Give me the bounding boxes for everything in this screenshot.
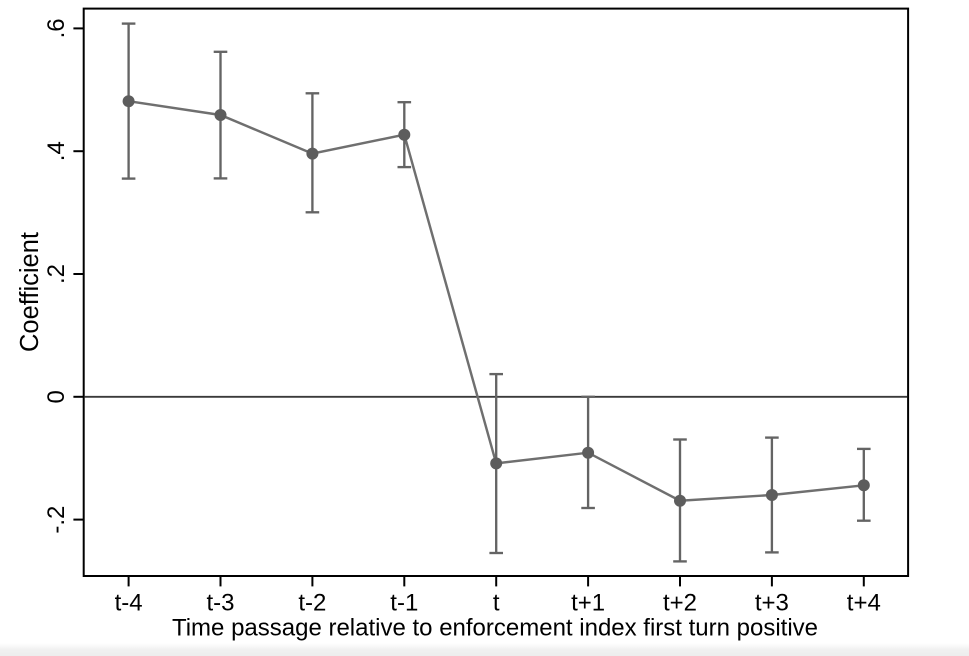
svg-text:t+2: t+2 xyxy=(663,590,697,617)
svg-text:t+1: t+1 xyxy=(571,590,605,617)
svg-text:t-4: t-4 xyxy=(115,590,143,617)
svg-text:t-3: t-3 xyxy=(206,590,234,617)
svg-text:.6: .6 xyxy=(43,18,70,38)
svg-text:t-2: t-2 xyxy=(298,590,326,617)
svg-text:0: 0 xyxy=(43,390,70,403)
svg-text:t: t xyxy=(493,590,500,617)
svg-text:Time passage relative to enfor: Time passage relative to enforcement ind… xyxy=(172,615,818,642)
svg-text:Coefficient: Coefficient xyxy=(16,232,44,352)
svg-text:t+4: t+4 xyxy=(847,590,881,617)
svg-text:.4: .4 xyxy=(43,141,70,161)
svg-text:t+3: t+3 xyxy=(755,590,789,617)
svg-text:-.2: -.2 xyxy=(43,506,70,534)
svg-text:t-1: t-1 xyxy=(390,590,418,617)
svg-text:.2: .2 xyxy=(43,264,70,284)
